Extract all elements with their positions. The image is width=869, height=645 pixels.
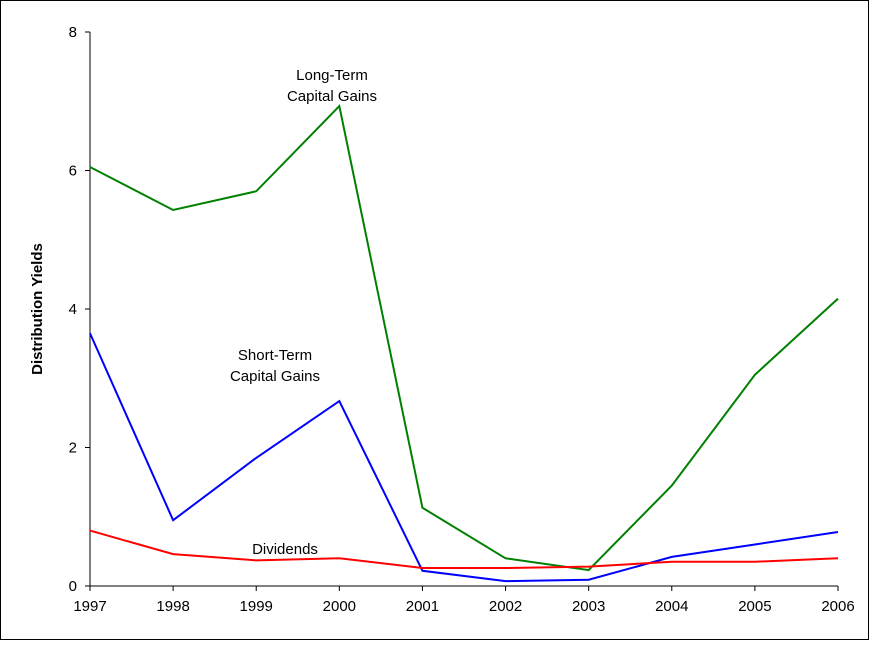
y-tick-label: 0 <box>69 578 77 595</box>
y-tick-label: 4 <box>69 301 77 318</box>
series-label-line: Capital Gains <box>230 368 320 385</box>
series-label: Long-Term Capital Gains <box>287 67 377 105</box>
series-line <box>89 332 839 583</box>
x-tick-label: 1997 <box>73 598 106 615</box>
x-tick-label: 2004 <box>655 598 688 615</box>
x-tick-label: 2000 <box>323 598 356 615</box>
x-tick-label: 2002 <box>489 598 522 615</box>
x-tick-label: 2001 <box>406 598 439 615</box>
series-label-line: Capital Gains <box>287 88 377 105</box>
y-tick-label: 2 <box>69 440 77 457</box>
series-label-line: Dividends <box>252 541 318 558</box>
series-label-line: Long-Term <box>296 67 368 84</box>
series-label-line: Short-Term <box>238 347 312 364</box>
y-tick-label: 8 <box>69 24 77 41</box>
y-tick-label: 6 <box>69 163 77 180</box>
x-tick-label: 1998 <box>156 598 189 615</box>
x-tick-label: 1999 <box>240 598 273 615</box>
y-axis-label: Distribution Yields <box>29 243 46 375</box>
x-tick-label: 2003 <box>572 598 605 615</box>
series-label: Short-Term Capital Gains <box>230 347 320 385</box>
x-tick-label: 2006 <box>821 598 854 615</box>
series-label: Dividends <box>252 541 318 558</box>
x-tick-label: 2005 <box>738 598 771 615</box>
series-line <box>89 104 839 572</box>
series-line <box>89 529 839 569</box>
